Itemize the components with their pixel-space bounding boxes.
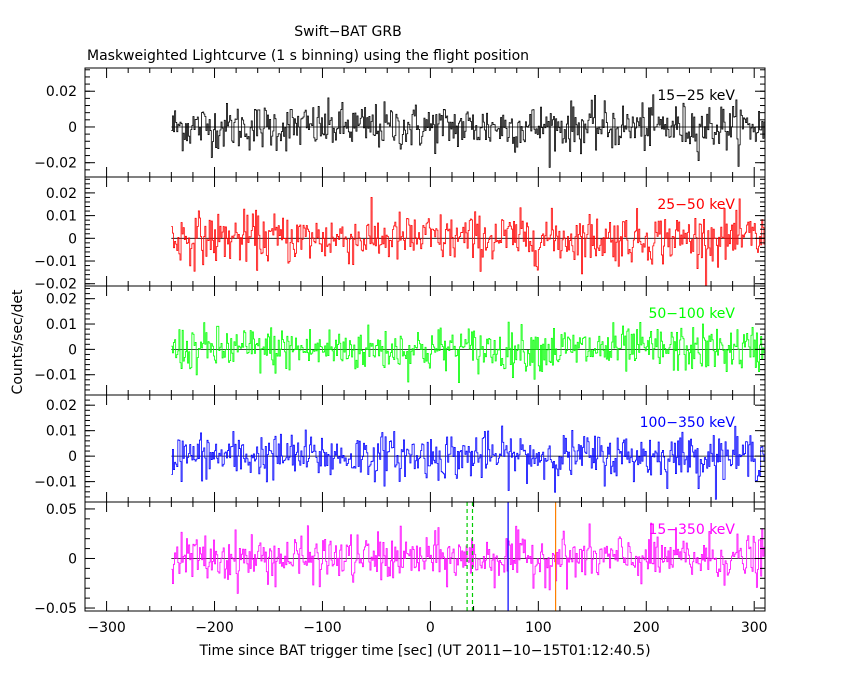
y-tick-label: 0.05: [46, 502, 77, 518]
x-tick-label: −300: [87, 620, 125, 636]
y-tick-label: 0.02: [46, 292, 77, 308]
series-line: [171, 94, 765, 168]
chart-subtitle: Maskweighted Lightcurve (1 s binning) us…: [87, 48, 529, 64]
series-label: 100−350 keV: [640, 415, 736, 431]
y-axis-label: Counts/sec/det: [10, 289, 26, 394]
panels: −0.02 0 0.02 15−25 keV −0.02 −0.01 0 0.01 0.02 25…: [34, 67, 766, 617]
x-axis-label: Time since BAT trigger time [sec] (UT 20…: [198, 643, 650, 659]
y-tick-label: −0.01: [34, 475, 77, 491]
series-line: [171, 197, 765, 287]
series-label: 50−100 keV: [648, 306, 735, 322]
x-tick-label: −100: [303, 620, 341, 636]
y-tick-label: −0.02: [34, 156, 77, 172]
series-label: 25−50 keV: [657, 197, 735, 213]
x-tick-label: 200: [633, 620, 660, 636]
y-tick-label: −0.01: [34, 254, 77, 270]
panel-frame: [84, 501, 766, 612]
panel-3: −0.01 0 0.01 0.02 50−100 keV: [34, 285, 766, 396]
series-line: [171, 321, 765, 383]
y-tick-label: 0.02: [46, 398, 77, 414]
y-tick-label: −0.01: [34, 368, 77, 384]
y-tick-label: 0.02: [46, 84, 77, 100]
y-tick-label: 0: [68, 342, 77, 358]
series-line: [171, 522, 765, 594]
y-tick-label: 0: [68, 120, 77, 136]
y-tick-label: 0.02: [46, 186, 77, 202]
y-tick-label: 0: [68, 231, 77, 247]
x-tick-label: 300: [741, 620, 768, 636]
panel-2: −0.02 −0.01 0 0.01 0.02 25−50 keV: [34, 176, 766, 293]
panel-frame: [84, 394, 766, 503]
y-tick-label: 0.01: [46, 317, 77, 333]
chart-title: Swift−BAT GRB: [294, 24, 401, 40]
y-tick-label: 0.01: [46, 424, 77, 440]
panel-5: −0.05 0 0.05 15−350 keV: [34, 501, 766, 617]
y-tick-label: 0: [68, 551, 77, 567]
x-tick-label: 0: [426, 620, 435, 636]
y-tick-label: −0.02: [34, 277, 77, 293]
panel-1: −0.02 0 0.02 15−25 keV: [34, 67, 766, 178]
series-label: 15−350 keV: [648, 522, 735, 538]
y-tick-label: −0.05: [34, 601, 77, 617]
x-tick-label: −200: [195, 620, 233, 636]
panel-4: −0.01 0 0.01 0.02 100−350 keV: [34, 394, 766, 503]
x-tick-label: 100: [525, 620, 552, 636]
x-axis: −300 −200 −100 0 100 200 300: [87, 620, 767, 636]
y-tick-label: 0: [68, 449, 77, 465]
series-line: [171, 425, 765, 500]
y-tick-label: 0.01: [46, 209, 77, 225]
series-label: 15−25 keV: [657, 88, 735, 104]
panel-frame: [84, 285, 766, 396]
